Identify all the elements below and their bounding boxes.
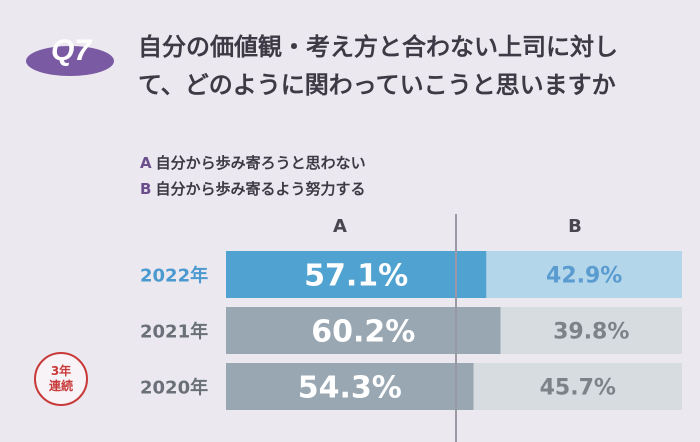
legend-item-b: B 自分から歩み寄るよう努力する <box>140 176 366 202</box>
year-label-0: 2022年 <box>140 265 208 287</box>
legend-key-b: B <box>140 180 152 198</box>
q7-label: Q7 <box>51 34 92 67</box>
value-label-a-1: 60.2% <box>311 315 415 350</box>
three-years-running-badge: 3年 連続 <box>34 352 88 406</box>
legend: A 自分から歩み寄ろうと思わない B 自分から歩み寄るよう努力する <box>140 150 366 202</box>
bar-a-1 <box>226 307 501 354</box>
legend-item-a: A 自分から歩み寄ろうと思わない <box>140 150 366 176</box>
value-label-b-0: 42.9% <box>546 264 622 289</box>
question-text: 自分の価値観・考え方と合わない上司に対し て、どのように関わっていこうと思います… <box>138 28 683 104</box>
midline-divider <box>455 214 457 442</box>
value-label-a-0: 57.1% <box>304 259 408 294</box>
badge-line-2: 連続 <box>48 379 73 393</box>
value-label-b-2: 45.7% <box>540 376 616 401</box>
question-line-2: て、どのように関わっていこうと思いますか <box>138 71 616 99</box>
legend-text-a: 自分から歩み寄ろうと思わない <box>155 154 366 172</box>
bar-b-2 <box>473 363 682 410</box>
value-label-b-1: 39.8% <box>553 320 629 345</box>
bar-b-1 <box>500 307 682 354</box>
value-label-a-2: 54.3% <box>298 371 402 406</box>
column-header-a: A <box>333 216 347 237</box>
legend-text-b: 自分から歩み寄るよう努力する <box>155 180 366 198</box>
bar-b-0 <box>486 251 682 298</box>
year-label-2: 2020年 <box>140 377 208 399</box>
q7-badge-graphic: Q7 <box>26 34 114 76</box>
bar-a-2 <box>226 363 474 410</box>
year-label-1: 2021年 <box>140 321 208 343</box>
badge-line-1: 3年 <box>50 364 72 378</box>
legend-key-a: A <box>140 154 152 172</box>
column-header-b: B <box>568 216 582 237</box>
question-line-1: 自分の価値観・考え方と合わない上司に対し <box>138 33 618 61</box>
bar-a-0 <box>226 251 487 298</box>
q7-badge: Q7 <box>22 30 118 78</box>
